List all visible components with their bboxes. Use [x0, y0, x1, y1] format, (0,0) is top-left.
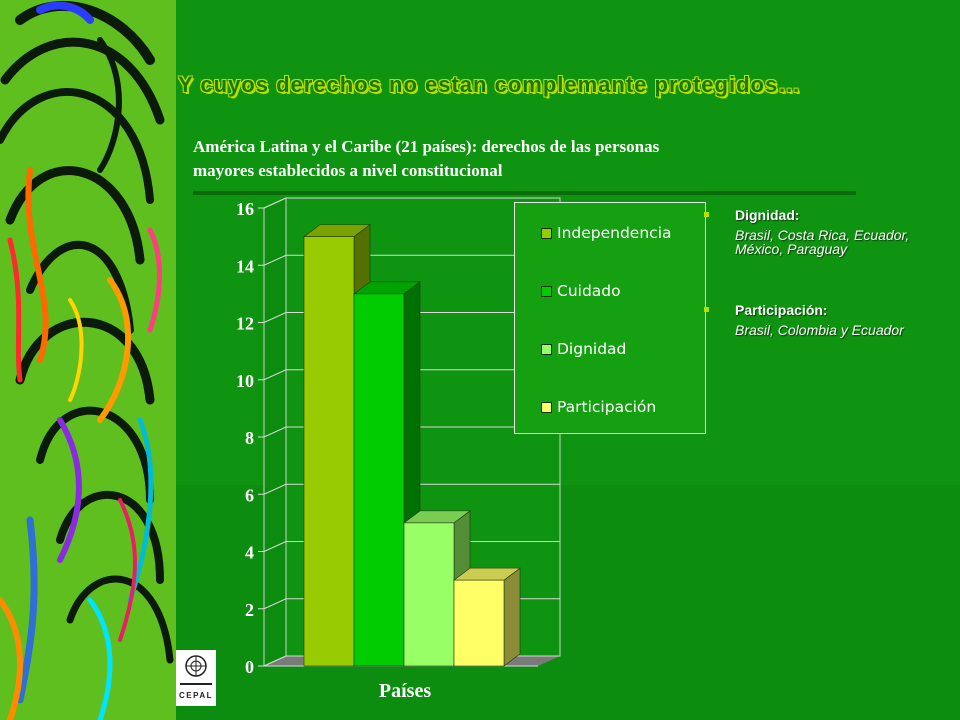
note-heading: Dignidad: — [735, 207, 800, 223]
subtitle-underline — [193, 191, 856, 195]
bullet-icon — [704, 307, 709, 312]
x-axis-label: Países — [379, 680, 431, 702]
y-tick-label: 0 — [245, 657, 254, 677]
legend-swatch — [541, 227, 552, 239]
decorative-fingerprint-art — [0, 0, 176, 720]
note-body: Brasil, Colombia y Ecuador — [735, 322, 904, 338]
slide-title: Y cuyos derechos no estan complemante pr… — [178, 72, 802, 97]
y-axis-ticks: 0 2 4 6 8 10 12 14 16 — [236, 199, 538, 677]
chart-legend: Independencia Cuidado Dignidad Participació… — [514, 202, 706, 434]
y-tick-label: 12 — [236, 314, 254, 334]
y-tick-label: 10 — [236, 371, 254, 391]
bar-front — [403, 522, 455, 667]
legend-item-independencia: Independencia — [541, 223, 672, 243]
bullet-icon — [704, 212, 709, 217]
legend-label: Independencia — [557, 224, 672, 242]
y-tick-label: 16 — [236, 199, 254, 219]
y-tick-label: 6 — [245, 485, 254, 505]
y-tick-label: 14 — [236, 256, 254, 276]
chart-bars — [303, 224, 521, 667]
legend-swatch — [541, 343, 552, 355]
chart-grid — [263, 197, 560, 667]
cepal-logo: CEPAL — [176, 650, 216, 706]
gridline — [263, 197, 560, 209]
note-body: Brasil, Costa Rica, Ecuador, México, Par… — [735, 227, 910, 257]
note-participacion: Participación: Brasil, Colombia y Ecuado… — [700, 302, 950, 337]
notes-list: Dignidad: Brasil, Costa Rica, Ecuador, M… — [700, 207, 950, 337]
legend-swatch — [541, 401, 552, 413]
note-heading: Participación: — [735, 302, 828, 318]
bar-front — [353, 293, 405, 667]
bar-front — [453, 579, 505, 667]
gridline — [263, 312, 560, 323]
legend-label: Cuidado — [557, 282, 621, 300]
gridline — [263, 483, 560, 495]
legend-item-participación: Participación — [541, 397, 656, 417]
subtitle-line-1: América Latina y el Caribe (21 países): … — [193, 137, 660, 156]
bar-side — [503, 567, 521, 667]
bar-front — [303, 236, 355, 667]
subtitle-line-2: mayores establecidos a nivel constitucio… — [193, 161, 503, 180]
legend-item-dignidad: Dignidad — [541, 339, 626, 359]
gridline — [263, 369, 560, 381]
legend-label: Dignidad — [557, 340, 627, 358]
note-dignidad: Dignidad: Brasil, Costa Rica, Ecuador, M… — [700, 207, 950, 256]
y-tick-label: 4 — [245, 543, 254, 563]
y-tick-label: 8 — [245, 428, 254, 448]
bar-participación — [453, 567, 521, 667]
gridline — [263, 426, 560, 438]
y-tick-label: 2 — [245, 600, 254, 620]
legend-swatch — [541, 285, 552, 297]
gridline — [263, 254, 560, 266]
legend-label: Participación — [557, 398, 657, 416]
chart-subtitle: América Latina y el Caribe (21 países): … — [193, 135, 813, 183]
legend-item-cuidado: Cuidado — [541, 281, 621, 301]
cepal-logo-text: CEPAL — [179, 691, 213, 700]
